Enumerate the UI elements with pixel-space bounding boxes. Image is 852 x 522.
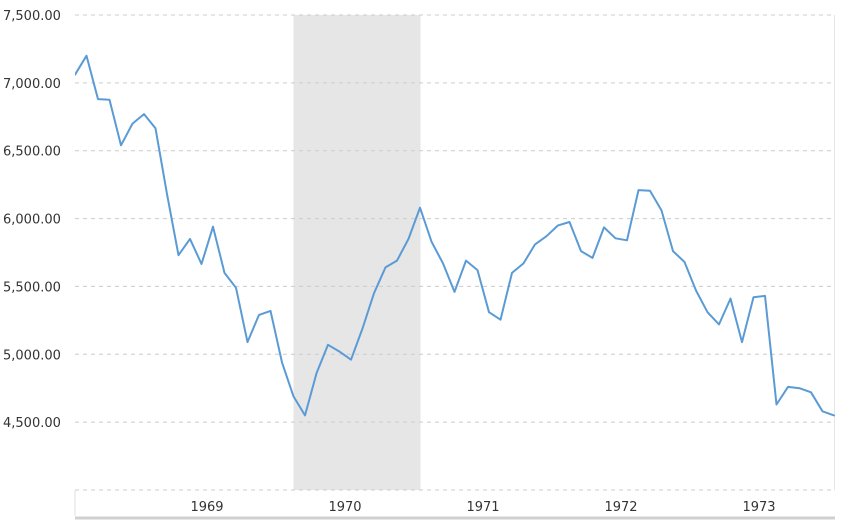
y-axis: 4,500.00 5,000.00 5,500.00 6,000.00 6,500.00…: [3, 9, 61, 431]
x-axis: 1969 1970 1971 1972 1973: [74, 490, 835, 520]
y-tick-label: 5,500.00: [3, 280, 61, 295]
shaded-period-2: [834, 15, 835, 490]
gridline-group: [75, 14, 835, 491]
series-line-1: [75, 54, 835, 417]
y-tick-label: 6,000.00: [3, 213, 61, 228]
shaded-period-group: [293, 15, 835, 490]
y-tick-label: 7,000.00: [3, 77, 61, 92]
x-tick-label: 1969: [190, 500, 223, 515]
x-tick-label: 1970: [328, 500, 361, 515]
x-tick-label: 1972: [604, 500, 637, 515]
y-tick-label: 7,500.00: [3, 9, 61, 24]
y-tick-label: 5,000.00: [3, 348, 61, 363]
y-tick-label: 6,500.00: [3, 145, 61, 160]
y-tick-label: 4,500.00: [3, 416, 61, 431]
x-tick-label: 1973: [742, 500, 775, 515]
series-group: [75, 54, 835, 417]
shaded-period-1: [293, 15, 421, 490]
x-tick-label: 1971: [466, 500, 499, 515]
